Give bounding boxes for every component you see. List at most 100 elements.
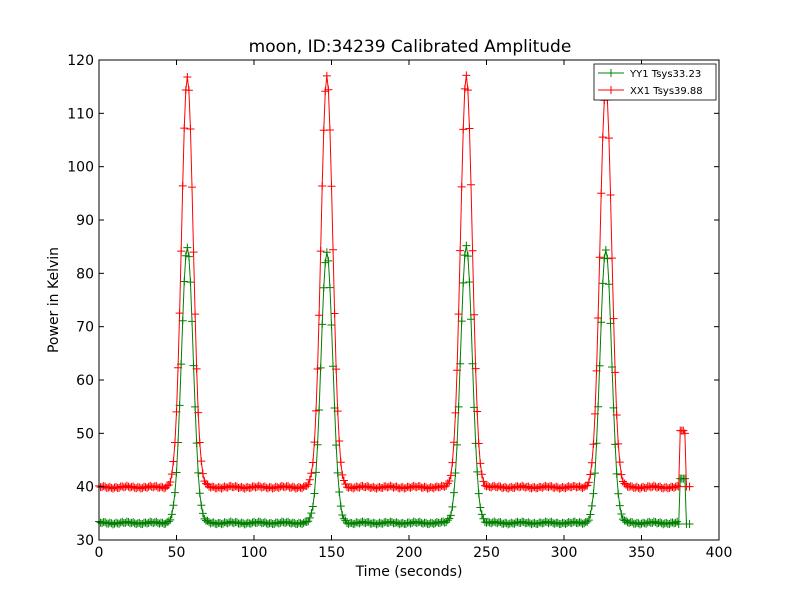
data-point: [335, 488, 344, 497]
data-point: [333, 468, 342, 477]
data-point: [302, 517, 311, 526]
series-1: [95, 71, 694, 493]
data-point: [604, 280, 613, 289]
data-point: [180, 277, 189, 286]
data-point: [174, 363, 183, 372]
data-point: [473, 467, 482, 476]
data-point: [198, 509, 207, 518]
legend-marker-yy1: [607, 69, 615, 77]
data-point: [169, 501, 178, 510]
data-point: [673, 481, 682, 490]
data-point: [197, 457, 206, 466]
data-point: [443, 516, 452, 525]
data-point: [316, 247, 325, 256]
data-point: [307, 509, 316, 518]
data-point: [194, 468, 203, 477]
data-point: [307, 469, 316, 478]
data-point: [445, 477, 454, 486]
data-point: [191, 310, 200, 319]
data-point: [587, 501, 596, 510]
data-point: [186, 125, 195, 134]
data-point: [308, 502, 317, 511]
data-point: [310, 489, 319, 498]
data-point: [339, 476, 348, 485]
data-point: [612, 411, 621, 420]
data-point: [310, 438, 319, 447]
data-point: [680, 429, 689, 438]
data-point: [170, 488, 179, 497]
data-point: [583, 517, 592, 526]
data-point: [617, 470, 626, 479]
data-point: [448, 502, 457, 511]
y-tick-label: 30: [76, 533, 94, 549]
data-point: [591, 409, 599, 418]
data-point: [594, 313, 603, 322]
data-point: [463, 86, 472, 95]
data-point: [462, 241, 471, 250]
data-point: [329, 245, 338, 254]
data-point: [184, 252, 193, 261]
y-axis-title: Power in Kelvin: [46, 247, 62, 353]
data-point: [674, 482, 683, 491]
x-tick-label: 400: [706, 545, 733, 561]
data-point: [178, 316, 187, 325]
data-point: [448, 458, 457, 467]
y-tick-label: 60: [76, 373, 94, 389]
data-point: [332, 365, 341, 374]
legend-marker-xx1: [607, 86, 615, 94]
x-tick-label: 0: [95, 545, 104, 561]
data-point: [312, 468, 320, 477]
data-point: [592, 366, 601, 375]
data-point: [474, 439, 483, 448]
data-point: [325, 283, 334, 292]
data-point: [166, 515, 175, 524]
x-tick-label: 50: [168, 545, 186, 561]
data-point: [587, 458, 596, 467]
series-0: [95, 241, 694, 529]
data-point: [188, 183, 196, 192]
data-point: [332, 441, 341, 450]
data-point: [615, 501, 624, 510]
chart-title: moon, ID:34239 Calibrated Amplitude: [249, 37, 572, 57]
data-point: [192, 364, 201, 373]
data-point: [603, 254, 612, 263]
data-point: [606, 191, 615, 200]
data-point: [601, 245, 610, 254]
legend-label-yy1: YY1 Tsys33.23: [629, 69, 701, 80]
data-point: [305, 475, 314, 484]
data-point: [595, 253, 604, 262]
data-point: [451, 408, 460, 417]
data-point: [336, 458, 345, 467]
data-point: [172, 468, 181, 477]
data-point: [324, 256, 333, 265]
data-point: [476, 503, 485, 512]
data-point: [470, 310, 479, 319]
x-tick-label: 300: [551, 545, 578, 561]
x-tick-label: 100: [241, 545, 268, 561]
data-point: [471, 364, 480, 373]
data-point: [313, 365, 322, 374]
data-point: [586, 470, 595, 479]
data-point: [449, 438, 458, 447]
data-point: [474, 489, 483, 498]
data-point: [197, 501, 206, 510]
x-tick-label: 250: [473, 545, 500, 561]
legend-label-xx1: XX1 Tsys39.88: [630, 86, 703, 97]
data-point: [308, 458, 317, 467]
data-point: [608, 254, 617, 263]
y-tick-label: 100: [67, 160, 94, 176]
data-point: [188, 317, 196, 326]
data-point: [591, 469, 599, 478]
data-point: [598, 133, 607, 142]
data-point: [318, 181, 327, 190]
data-point: [468, 246, 477, 255]
x-tick-label: 200: [396, 545, 423, 561]
data-point: [604, 134, 613, 143]
data-point: [615, 458, 624, 467]
data-point: [322, 71, 331, 80]
data-point: [172, 407, 181, 416]
data-point: [302, 482, 311, 491]
data-point: [195, 438, 204, 447]
x-axis-title: Time (seconds): [355, 564, 463, 580]
